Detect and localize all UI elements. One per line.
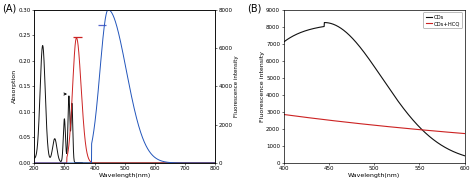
CDs+HCQ [391,126,396,128]
Line: CDs+HCQ: CDs+HCQ [283,114,465,134]
CDs [391,94,397,96]
CDs [386,87,392,89]
X-axis label: Wavelength(nm): Wavelength(nm) [348,173,400,178]
CDs+HCQ [462,132,467,135]
CDs+HCQ [437,130,442,132]
Legend: CDs, CDs+HCQ: CDs, CDs+HCQ [423,12,462,28]
Text: (A): (A) [1,4,16,14]
CDs [292,34,298,36]
Y-axis label: Fluorescence intensity: Fluorescence intensity [260,51,264,122]
X-axis label: Wavelength(nm): Wavelength(nm) [99,173,151,178]
CDs [437,143,443,145]
CDs [321,21,327,24]
Text: (B): (B) [247,4,262,14]
CDs [281,41,286,43]
CDs+HCQ [418,129,424,131]
CDs+HCQ [292,115,298,117]
CDs [462,155,467,157]
Line: CDs: CDs [283,23,465,156]
CDs+HCQ [396,127,402,129]
Y-axis label: Absorption: Absorption [12,69,17,103]
CDs+HCQ [386,126,392,128]
CDs+HCQ [281,113,286,116]
CDs [396,102,402,104]
Y-axis label: Fluorescence intensity: Fluorescence intensity [234,56,239,117]
CDs [418,128,424,130]
